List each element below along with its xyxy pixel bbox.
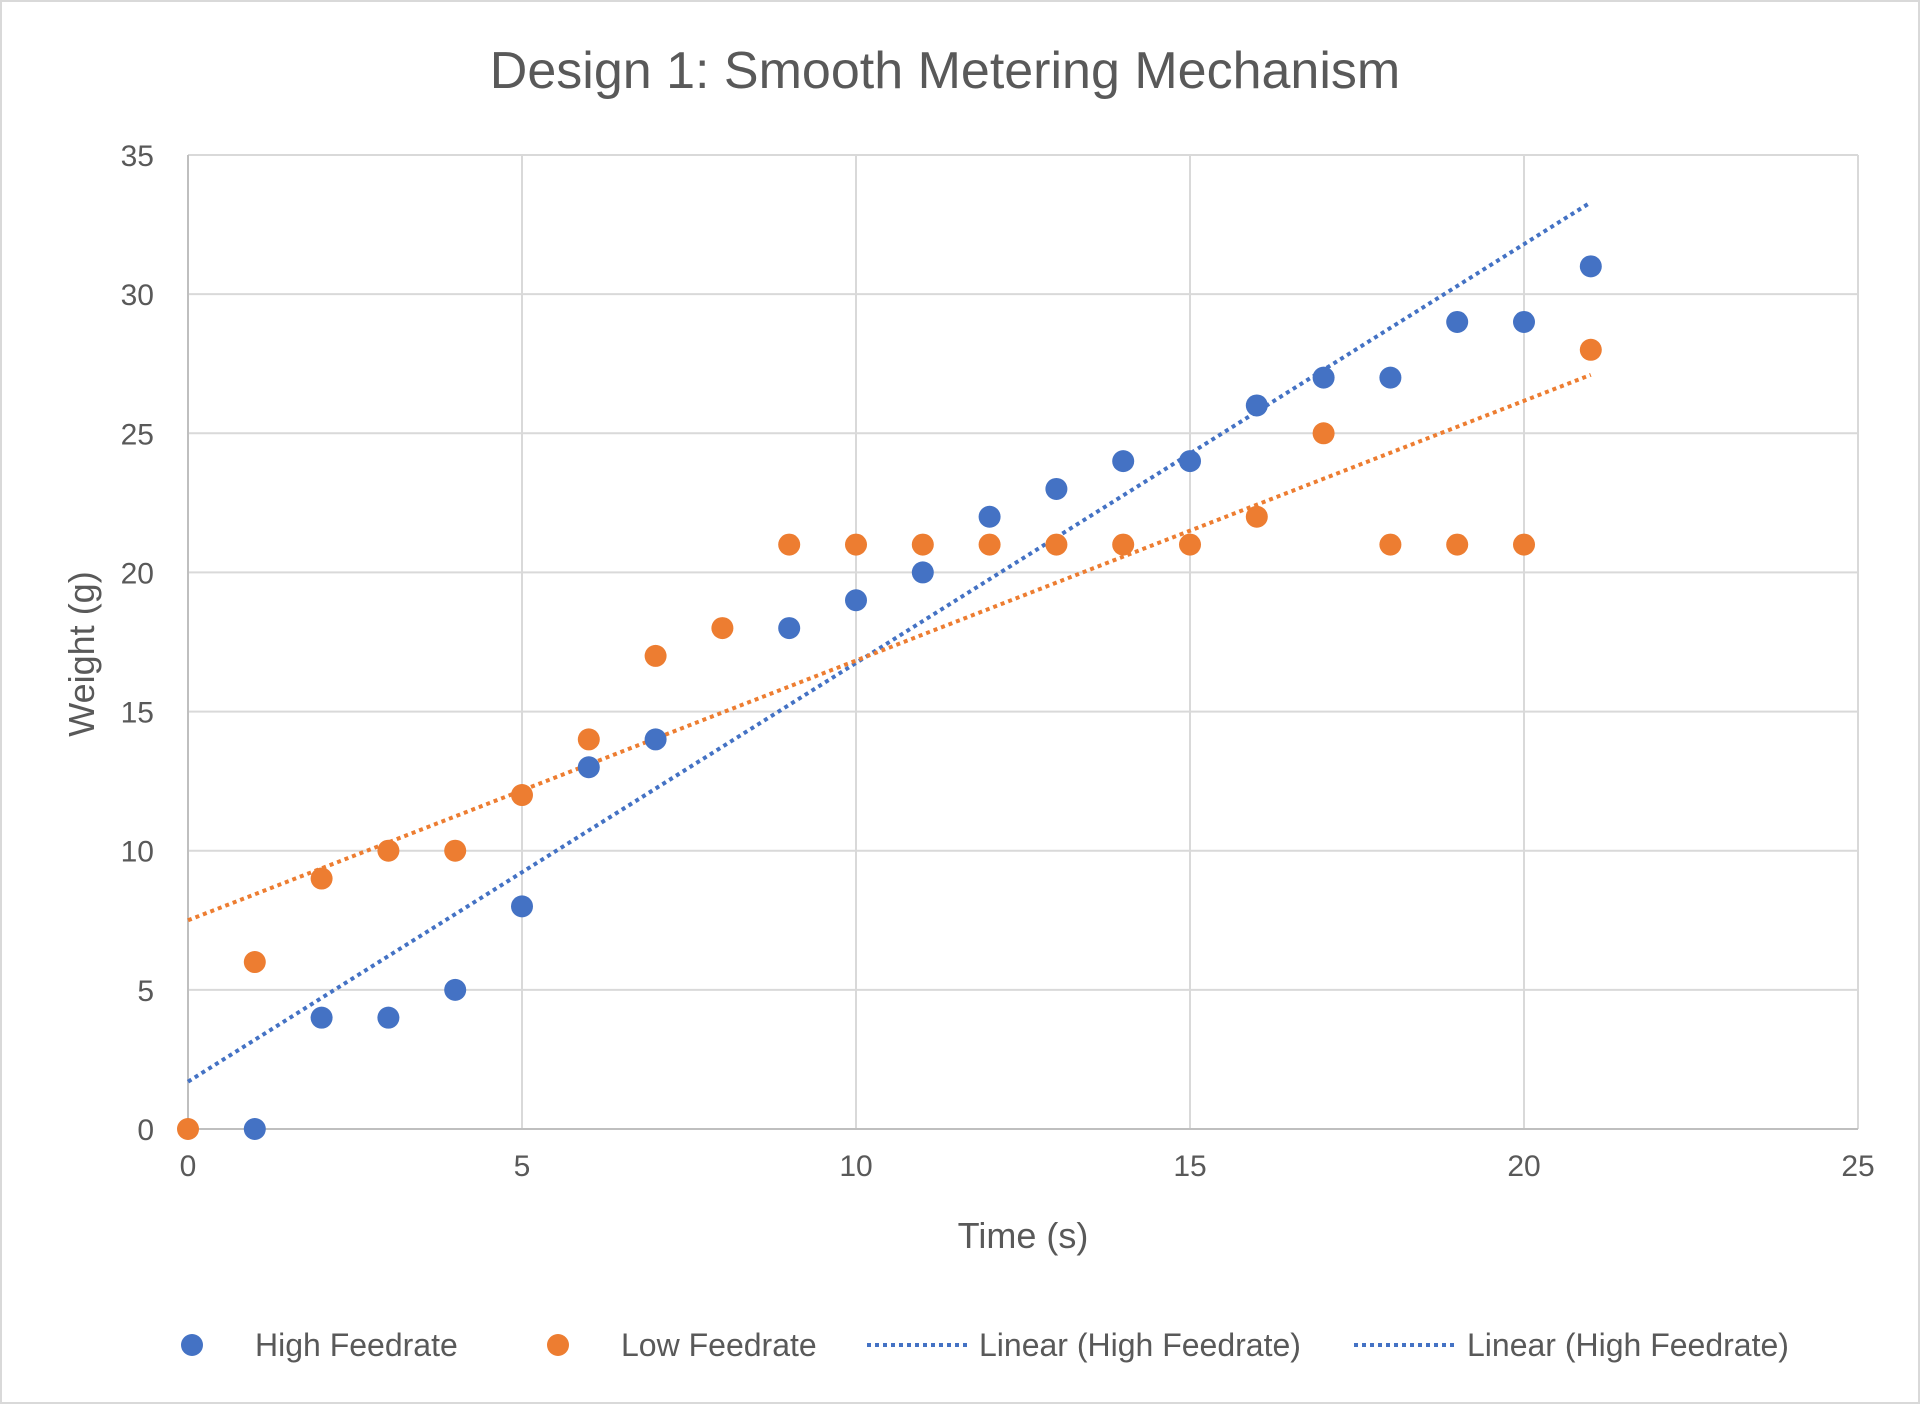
high-feedrate-point xyxy=(644,728,667,751)
x-axis-title: Time (s) xyxy=(958,1215,1089,1256)
high-feedrate-point xyxy=(1179,450,1201,473)
low-feedrate-point xyxy=(310,867,333,890)
high-feedrate-point xyxy=(1045,477,1068,500)
low-feedrate-point xyxy=(243,951,266,974)
low-feedrate-point xyxy=(1379,533,1402,556)
low-feedrate-point xyxy=(1579,338,1602,361)
x-tick-label: 5 xyxy=(514,1150,531,1183)
high-feedrate-point xyxy=(1513,310,1535,333)
y-tick-label: 25 xyxy=(121,418,154,451)
legend-label-1: High Feedrate xyxy=(255,1327,458,1363)
y-tick-label: 15 xyxy=(121,697,154,730)
y-tick-label: 30 xyxy=(121,279,154,312)
high-feedrate-point xyxy=(444,978,467,1001)
low-feedrate-point xyxy=(177,1118,199,1140)
low-feedrate-point xyxy=(711,617,734,640)
high-feedrate-point xyxy=(1379,366,1402,389)
trendline-2 xyxy=(187,372,1592,923)
low-feedrate-point xyxy=(778,533,801,556)
x-tick-labels: 0 5 10 15 20 25 xyxy=(180,1150,1875,1183)
legend: High Feedrate Low Feedrate Linear (High Fe… xyxy=(181,1327,1789,1363)
low-feedrate-point xyxy=(845,533,867,556)
high-feedrate-point xyxy=(511,895,533,918)
x-tick-label: 15 xyxy=(1173,1150,1206,1183)
data-points xyxy=(177,255,1602,1140)
high-feedrate-point xyxy=(778,617,801,640)
high-feedrate-point xyxy=(243,1118,266,1140)
legend-label-3: Linear (High Feedrate) xyxy=(979,1327,1301,1363)
low-feedrate-point xyxy=(444,839,467,862)
high-feedrate-point xyxy=(845,589,867,612)
high-feedrate-point xyxy=(978,505,1001,528)
low-feedrate-point xyxy=(377,839,400,862)
high-feedrate-point xyxy=(1312,366,1335,389)
low-feedrate-point xyxy=(1045,533,1068,556)
low-feedrate-point xyxy=(978,533,1001,556)
low-feedrate-point xyxy=(1179,533,1201,556)
legend-label-2: Low Feedrate xyxy=(621,1327,817,1363)
y-tick-label: 5 xyxy=(137,975,154,1008)
x-tick-label: 20 xyxy=(1507,1150,1540,1183)
low-feedrate-point xyxy=(1312,422,1335,445)
high-feedrate-point xyxy=(577,756,600,779)
trendline-1 xyxy=(186,200,1592,1084)
high-feedrate-point xyxy=(911,561,934,584)
y-tick-label: 10 xyxy=(121,836,154,869)
low-feedrate-point xyxy=(1245,505,1268,528)
high-feedrate-point xyxy=(1112,450,1135,473)
legend-marker-2 xyxy=(547,1334,569,1356)
gridlines xyxy=(188,154,1859,1129)
y-tick-labels: 0 5 10 15 20 25 30 35 xyxy=(121,140,154,1147)
axes xyxy=(187,155,1858,1130)
chart-title: Design 1: Smooth Metering Mechanism xyxy=(490,42,1400,100)
x-tick-label: 10 xyxy=(839,1150,872,1183)
x-tick-label: 0 xyxy=(180,1150,197,1183)
high-feedrate-point xyxy=(1245,394,1268,417)
high-feedrate-point xyxy=(377,1006,400,1029)
x-tick-label: 25 xyxy=(1841,1150,1874,1183)
y-tick-label: 0 xyxy=(137,1114,154,1147)
trendlines xyxy=(186,200,1592,1084)
y-tick-label: 35 xyxy=(121,140,154,173)
low-feedrate-point xyxy=(911,533,934,556)
high-feedrate-point xyxy=(1446,310,1469,333)
high-feedrate-point xyxy=(310,1006,333,1029)
low-feedrate-point xyxy=(644,644,667,667)
y-axis-title: Weight (g) xyxy=(61,571,102,736)
y-tick-label: 20 xyxy=(121,557,154,590)
low-feedrate-point xyxy=(577,728,600,751)
low-feedrate-point xyxy=(1446,533,1469,556)
high-feedrate-point xyxy=(1579,255,1602,278)
legend-marker-1 xyxy=(181,1334,203,1356)
legend-label-4: Linear (High Feedrate) xyxy=(1467,1327,1789,1363)
low-feedrate-point xyxy=(511,784,533,807)
low-feedrate-point xyxy=(1513,533,1535,556)
low-feedrate-point xyxy=(1112,533,1135,556)
